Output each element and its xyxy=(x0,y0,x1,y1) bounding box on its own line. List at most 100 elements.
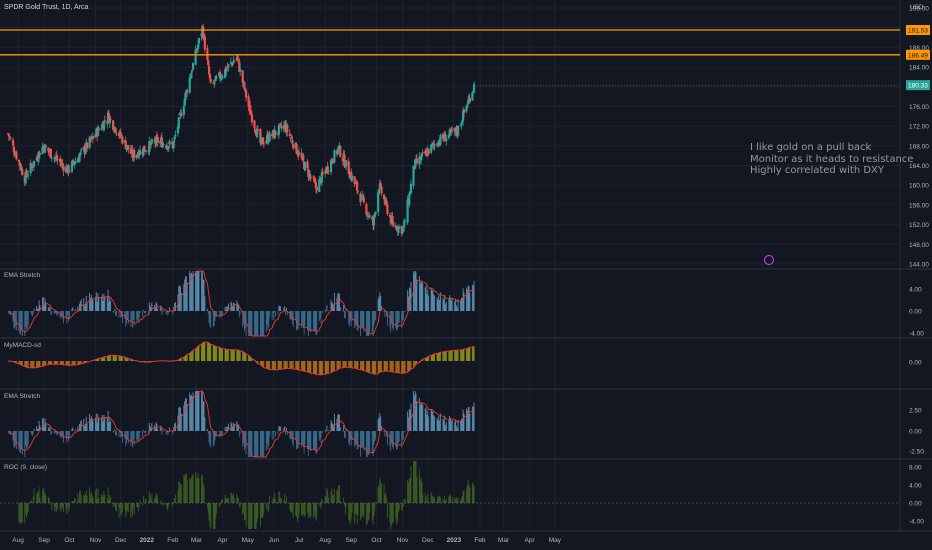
candle-body xyxy=(421,152,424,153)
candle-body xyxy=(94,134,97,138)
candle-body xyxy=(353,176,356,184)
price-tick-label: 152.00 xyxy=(909,222,929,229)
ema-stretch-2 xyxy=(7,390,475,458)
candle-body xyxy=(177,117,180,129)
chart-annotation: I like gold on a pull back Monitor as it… xyxy=(750,142,913,177)
candle-body xyxy=(70,161,74,172)
candle-body xyxy=(68,170,71,172)
candle-body xyxy=(9,138,12,140)
candle-body xyxy=(236,55,239,60)
pane-tick-label: 0.00 xyxy=(909,360,922,367)
candle-body xyxy=(467,99,470,104)
candle-body xyxy=(241,70,244,83)
candle-body xyxy=(200,33,203,37)
candle-body xyxy=(19,164,22,170)
candle-body xyxy=(385,200,388,205)
candle-body xyxy=(321,171,324,175)
candle-body xyxy=(347,161,350,175)
candle-body xyxy=(37,159,40,162)
candle-body xyxy=(313,181,317,183)
candle-body xyxy=(372,215,376,226)
candle-body xyxy=(88,137,91,148)
candle-body xyxy=(8,136,11,138)
pane-label-roc: ROC (9, close) xyxy=(4,464,47,471)
candle-body xyxy=(191,63,195,70)
candle-body xyxy=(338,145,341,148)
candle-body xyxy=(308,172,311,179)
candle-body xyxy=(339,146,342,157)
candle-body xyxy=(345,159,348,167)
candle-body xyxy=(243,82,246,90)
candle-body xyxy=(124,140,127,150)
x-tick-label: Feb xyxy=(474,537,486,544)
candle-body xyxy=(90,136,93,140)
candle-body xyxy=(167,146,170,149)
candle-body xyxy=(207,60,210,66)
ema-stretch-2-signal xyxy=(7,390,475,458)
price-tick-label: 172.00 xyxy=(909,124,929,131)
candle-body xyxy=(419,156,423,161)
candle-body xyxy=(398,226,401,229)
mymacd xyxy=(7,341,475,376)
candle-body xyxy=(26,176,29,177)
annotation-line-2: Monitor as it heads to resistance xyxy=(750,153,914,165)
candle-body xyxy=(468,98,471,103)
candle-body xyxy=(356,191,360,193)
candle-body xyxy=(161,142,164,148)
grid-lines xyxy=(0,0,900,530)
candle-body xyxy=(31,166,34,168)
candle-body xyxy=(173,136,176,140)
candle-body xyxy=(238,61,241,72)
x-tick-label: Sep xyxy=(345,537,357,544)
candle-body xyxy=(155,135,158,138)
candle-body xyxy=(74,161,77,164)
candle-body xyxy=(371,216,374,220)
level-price-badge xyxy=(906,49,930,60)
candle-body xyxy=(125,147,128,150)
candle-body xyxy=(378,183,381,189)
candle-body xyxy=(18,162,21,167)
candle-body xyxy=(103,120,106,122)
candle-body xyxy=(331,160,334,163)
candle-body xyxy=(213,82,216,84)
candle-body xyxy=(207,66,211,75)
candle-body xyxy=(233,60,236,62)
last-price-badge xyxy=(906,80,930,91)
price-tick-label: 156.00 xyxy=(909,202,929,209)
candle-body xyxy=(237,58,240,61)
candle-body xyxy=(330,158,333,162)
candle-body xyxy=(219,77,222,81)
candle-body xyxy=(102,120,105,131)
candle-body xyxy=(333,150,336,163)
candle-body xyxy=(295,143,298,154)
candle-body xyxy=(142,147,145,156)
x-tick-label: Jul xyxy=(295,537,304,544)
candle-body xyxy=(153,140,156,142)
candle-body xyxy=(282,125,286,130)
candle-body xyxy=(148,140,151,153)
candle-body xyxy=(373,213,376,217)
candle-body xyxy=(394,225,397,228)
last-price-label: 180.33 xyxy=(908,83,928,90)
candle-body xyxy=(38,153,42,156)
candle-body xyxy=(20,167,23,170)
candle-body xyxy=(268,132,271,142)
price-tick-label: 160.00 xyxy=(909,183,929,190)
candle-body xyxy=(448,129,451,136)
candle-body xyxy=(156,137,159,143)
candle-body xyxy=(29,163,32,174)
candle-body xyxy=(462,110,465,122)
price-tick-label: 176.00 xyxy=(909,104,929,111)
candle-body xyxy=(466,105,469,108)
candle-body xyxy=(174,134,177,136)
candle-body xyxy=(61,163,64,166)
candle-body xyxy=(91,135,95,139)
candle-body xyxy=(50,157,53,159)
candle-body xyxy=(427,148,430,155)
x-tick-label: Nov xyxy=(397,537,409,544)
level-price-badge xyxy=(906,25,930,36)
candle-body xyxy=(108,117,111,124)
candle-body xyxy=(17,159,21,162)
candle-body xyxy=(309,176,312,178)
